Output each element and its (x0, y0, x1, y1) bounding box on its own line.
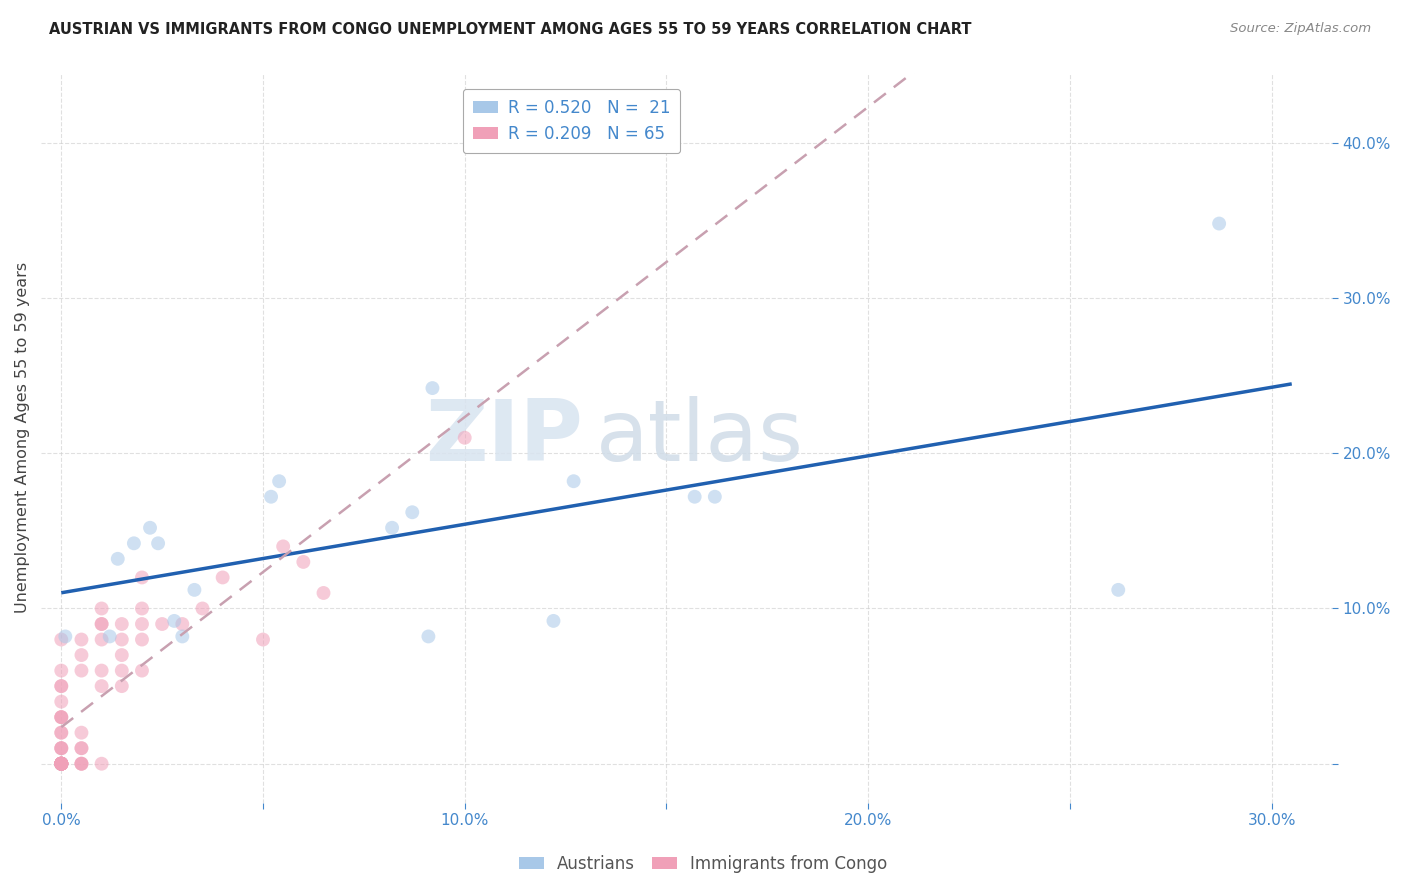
Point (131, 664, 153, 678)
Point (90, 679, 112, 693)
Point (150, 617, 173, 632)
Point (172, 629, 194, 643)
Point (51, 741, 73, 756)
Point (1107, 582, 1129, 597)
Point (131, 570, 153, 584)
Point (51, 756, 73, 771)
Point (454, 431, 477, 445)
Point (70, 756, 93, 771)
Point (51, 741, 73, 756)
Point (51, 756, 73, 771)
Point (401, 505, 423, 519)
Point (51, 741, 73, 756)
Legend: R = 0.520   N =  21, R = 0.209   N = 65: R = 0.520 N = 21, R = 0.209 N = 65 (463, 88, 681, 153)
Point (51, 756, 73, 771)
Point (111, 632, 134, 647)
Text: atlas: atlas (596, 396, 804, 479)
Point (70, 741, 93, 756)
Point (51, 756, 73, 771)
Point (51, 725, 73, 739)
Point (70, 741, 93, 756)
Point (111, 679, 134, 693)
Point (51, 756, 73, 771)
Point (51, 756, 73, 771)
Point (292, 555, 315, 569)
Point (51, 756, 73, 771)
Point (90, 617, 112, 632)
Point (260, 490, 283, 504)
Point (418, 629, 440, 643)
Point (172, 617, 194, 632)
Point (122, 536, 145, 550)
Point (51, 756, 73, 771)
Point (131, 632, 153, 647)
Point (53, 629, 76, 643)
Point (183, 582, 205, 597)
Point (703, 490, 725, 504)
Point (51, 756, 73, 771)
Point (107, 551, 129, 566)
Point (111, 617, 134, 632)
Point (252, 632, 274, 647)
Point (90, 632, 112, 647)
Point (70, 664, 93, 678)
Point (70, 756, 93, 771)
Point (51, 756, 73, 771)
Point (1208, 217, 1230, 231)
Point (90, 601, 112, 615)
Point (51, 632, 73, 647)
Legend: Austrians, Immigrants from Congo: Austrians, Immigrants from Congo (512, 848, 894, 880)
Point (90, 664, 112, 678)
Y-axis label: Unemployment Among Ages 55 to 59 years: Unemployment Among Ages 55 to 59 years (15, 262, 30, 614)
Point (111, 648, 134, 662)
Point (70, 632, 93, 647)
Point (111, 664, 134, 678)
Point (51, 756, 73, 771)
Point (51, 710, 73, 724)
Text: AUSTRIAN VS IMMIGRANTS FROM CONGO UNEMPLOYMENT AMONG AGES 55 TO 59 YEARS CORRELA: AUSTRIAN VS IMMIGRANTS FROM CONGO UNEMPL… (49, 22, 972, 37)
Point (139, 521, 162, 535)
Point (51, 756, 73, 771)
Point (131, 617, 153, 632)
Point (51, 756, 73, 771)
Text: ZIP: ZIP (426, 396, 583, 479)
Point (70, 725, 93, 739)
Point (269, 474, 291, 488)
Point (381, 521, 404, 535)
Point (51, 710, 73, 724)
Point (422, 381, 444, 395)
Point (90, 756, 112, 771)
Point (131, 601, 153, 615)
Point (51, 756, 73, 771)
Point (90, 617, 112, 632)
Text: Source: ZipAtlas.com: Source: ZipAtlas.com (1230, 22, 1371, 36)
Point (51, 756, 73, 771)
Point (51, 679, 73, 693)
Point (312, 586, 335, 600)
Point (683, 490, 706, 504)
Point (70, 648, 93, 662)
Point (51, 756, 73, 771)
Point (70, 756, 93, 771)
Point (51, 664, 73, 678)
Point (51, 756, 73, 771)
Point (211, 570, 233, 584)
Point (51, 710, 73, 724)
Point (51, 725, 73, 739)
Point (98, 629, 121, 643)
Point (163, 614, 186, 628)
Point (271, 540, 294, 554)
Point (51, 695, 73, 709)
Point (51, 679, 73, 693)
Point (562, 474, 585, 488)
Point (146, 536, 169, 550)
Point (543, 614, 565, 628)
Point (191, 601, 214, 615)
